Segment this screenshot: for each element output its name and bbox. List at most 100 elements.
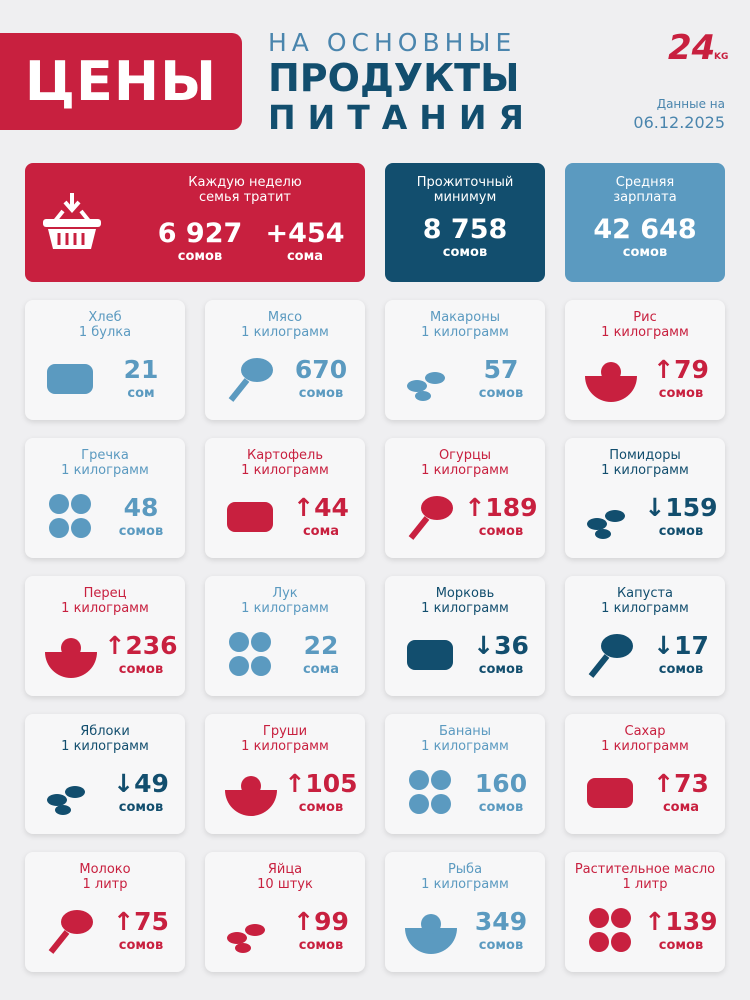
product-quantity: 1 килограмм: [241, 739, 329, 754]
product-icon: [408, 496, 453, 540]
product-unit: сомов: [478, 800, 524, 815]
product-icon: [585, 362, 637, 402]
product-icon: [407, 372, 445, 401]
product-icon: [588, 634, 633, 678]
card-value: 6 927: [157, 218, 243, 249]
basket-icon: [43, 193, 101, 249]
product-unit: сомов: [298, 938, 344, 953]
product-card: Лук 1 килограмм 22 сома: [205, 576, 365, 696]
salary-card: Средняя зарплата 42 648 сомов: [565, 163, 725, 282]
product-quantity: 1 килограмм: [421, 325, 509, 340]
product-price: 160: [474, 769, 528, 798]
product-card: Перец 1 килограмм ↑236 сомов: [25, 576, 185, 696]
product-quantity: 1 килограмм: [601, 601, 689, 616]
product-icon: [405, 914, 457, 954]
product-unit: сомов: [478, 386, 524, 401]
card-label: Каждую неделю семья тратит: [188, 175, 302, 205]
product-card: Бананы 1 килограмм 160 сомов: [385, 714, 545, 834]
product-unit: сомов: [118, 662, 164, 677]
card-label: Прожиточный минимум: [416, 175, 514, 205]
product-icon: [49, 494, 91, 538]
product-quantity: 1 килограмм: [241, 325, 329, 340]
product-name: Огурцы: [438, 448, 492, 463]
product-name: Мясо: [267, 310, 303, 325]
product-quantity: 10 штук: [257, 877, 313, 892]
product-card: Хлеб 1 булка 21 сом: [25, 300, 185, 420]
product-name: Морковь: [435, 586, 495, 601]
product-name: Гречка: [81, 448, 129, 463]
product-name: Растительное масло: [574, 862, 716, 877]
product-card: Морковь 1 килограмм ↓36 сомов: [385, 576, 545, 696]
product-icon: [587, 778, 633, 808]
product-price: ↑99: [293, 907, 349, 936]
product-card: Растительное масло 1 литр ↑139 сомов: [565, 852, 725, 972]
product-quantity: 1 килограмм: [421, 601, 509, 616]
product-card: Рис 1 килограмм ↑79 сомов: [565, 300, 725, 420]
card-value: 42 648: [593, 214, 697, 245]
weekly-card: Каждую неделю семья тратит 6 927 сомов +…: [25, 163, 365, 282]
product-icon: [229, 632, 271, 676]
product-card: Картофель 1 килограмм ↑44 сома: [205, 438, 365, 558]
product-name: Груши: [262, 724, 308, 739]
product-unit: сомов: [298, 800, 344, 815]
card-change: +454: [265, 218, 345, 249]
product-price: ↑44: [293, 493, 349, 522]
product-card: Яйца 10 штук ↑99 сомов: [205, 852, 365, 972]
card-unit: сома: [286, 249, 324, 264]
product-name: Перец: [83, 586, 127, 601]
product-price: 57: [483, 355, 519, 384]
product-price: ↑236: [104, 631, 178, 660]
product-name: Хлеб: [88, 310, 122, 325]
product-icon: [47, 786, 85, 815]
product-quantity: 1 килограмм: [61, 463, 149, 478]
product-unit: сом: [127, 386, 155, 401]
product-price: ↑189: [464, 493, 538, 522]
product-card: Гречка 1 килограмм 48 сомов: [25, 438, 185, 558]
product-name: Рис: [633, 310, 657, 325]
product-name: Яблоки: [80, 724, 130, 739]
product-card: Молоко 1 литр ↑75 сомов: [25, 852, 185, 972]
product-name: Помидоры: [609, 448, 681, 463]
subtitle: НА ОСНОВНЫЕ: [268, 28, 517, 57]
product-quantity: 1 килограмм: [61, 739, 149, 754]
card-unit: сомов: [622, 245, 668, 260]
product-unit: сома: [302, 662, 340, 677]
product-quantity: 1 булка: [78, 325, 132, 340]
product-unit: сомов: [478, 524, 524, 539]
product-name: Макароны: [430, 310, 500, 325]
product-quantity: 1 килограмм: [241, 463, 329, 478]
product-icon: [409, 770, 451, 814]
product-icon: [407, 640, 453, 670]
card-unit: сомов: [177, 249, 223, 264]
product-icon: [47, 364, 93, 394]
card-label: Средняя зарплата: [613, 175, 677, 205]
product-price: 48: [123, 493, 159, 522]
product-price: ↑79: [653, 355, 709, 384]
product-card: Груши 1 килограмм ↑105 сомов: [205, 714, 365, 834]
product-name: Яйца: [267, 862, 303, 877]
date: 06.12.2025: [633, 113, 725, 132]
product-name: Молоко: [79, 862, 131, 877]
product-icon: [227, 924, 265, 953]
title: ЦЕНЫ: [0, 33, 242, 130]
product-card: Мясо 1 килограмм 670 сомов: [205, 300, 365, 420]
product-card: Рыба 1 килограмм 349 сомов: [385, 852, 545, 972]
product-price: ↓36: [473, 631, 529, 660]
product-icon: [48, 910, 93, 954]
product-name: Лук: [272, 586, 298, 601]
card-value: 8 758: [422, 214, 508, 245]
product-quantity: 1 килограмм: [241, 601, 329, 616]
product-unit: сома: [302, 524, 340, 539]
product-icon: [228, 358, 273, 402]
product-unit: сомов: [658, 662, 704, 677]
product-price: ↓17: [653, 631, 709, 660]
product-unit: сомов: [658, 386, 704, 401]
product-unit: сома: [662, 800, 700, 815]
product-icon: [587, 510, 625, 539]
product-price: 21: [123, 355, 159, 384]
product-price: ↓49: [113, 769, 169, 798]
product-quantity: 1 килограмм: [601, 325, 689, 340]
product-card: Огурцы 1 килограмм ↑189 сомов: [385, 438, 545, 558]
card-unit: сомов: [442, 245, 488, 260]
